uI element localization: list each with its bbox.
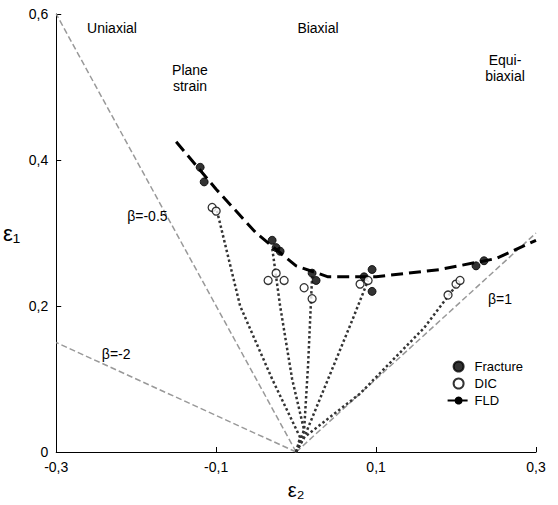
svg-text:-0,3: -0,3: [44, 459, 68, 475]
svg-text:β=-2: β=-2: [102, 346, 131, 362]
svg-text:0,1: 0,1: [366, 459, 386, 475]
svg-text:biaxial: biaxial: [485, 68, 525, 84]
svg-text:-0,1: -0,1: [204, 459, 228, 475]
svg-text:ε₂: ε₂: [288, 479, 305, 501]
svg-text:0,2: 0,2: [29, 298, 49, 314]
svg-text:Equi-: Equi-: [489, 52, 522, 68]
svg-text:Uniaxial: Uniaxial: [87, 20, 137, 36]
svg-text:Plane: Plane: [172, 62, 208, 78]
svg-text:0,4: 0,4: [29, 152, 49, 168]
svg-text:strain: strain: [173, 78, 207, 94]
svg-text:β=-0.5: β=-0.5: [127, 208, 168, 224]
svg-text:0,6: 0,6: [29, 6, 49, 22]
svg-text:FLD: FLD: [475, 393, 500, 408]
svg-text:Fracture: Fracture: [475, 359, 523, 374]
svg-text:ε₁: ε₁: [3, 221, 20, 246]
svg-text:DIC: DIC: [475, 376, 497, 391]
svg-text:β=1: β=1: [488, 291, 512, 307]
svg-text:0: 0: [40, 444, 48, 460]
svg-text:Biaxial: Biaxial: [297, 20, 338, 36]
svg-text:0,3: 0,3: [526, 459, 546, 475]
